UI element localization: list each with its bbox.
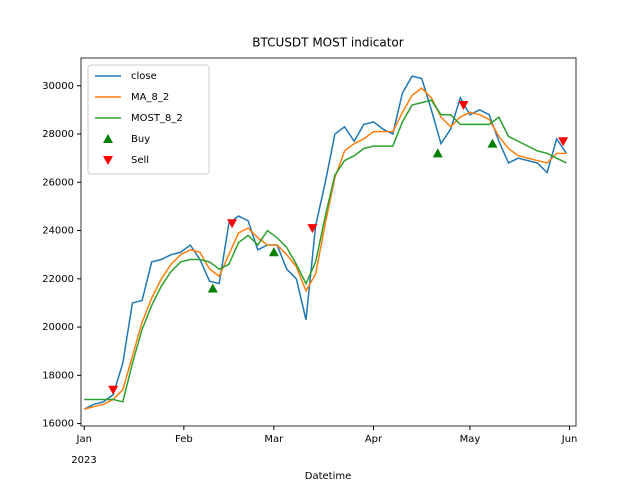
signal-marker <box>108 385 119 395</box>
x-tick-label: Feb <box>175 434 193 445</box>
x-tick-label: Jan <box>76 434 92 445</box>
signal-marker <box>207 283 218 293</box>
y-tick-label: 24000 <box>42 226 74 237</box>
signal-marker <box>307 224 318 234</box>
y-tick-label: 30000 <box>42 81 74 92</box>
signal-marker <box>487 138 498 148</box>
signal-marker <box>268 247 279 257</box>
y-tick-label: 16000 <box>42 419 74 430</box>
plot-area <box>83 75 569 410</box>
x-tick-label: May <box>460 434 481 445</box>
legend-box <box>87 64 210 175</box>
x-tick-label: Apr <box>365 434 383 445</box>
chart-title: BTCUSDT MOST indicator <box>252 36 403 50</box>
y-tick-label: 28000 <box>42 129 74 140</box>
x-offset-label: 2023 <box>71 455 96 466</box>
y-tick-label: 20000 <box>42 322 74 333</box>
series-line <box>83 75 567 410</box>
signal-marker <box>227 219 238 229</box>
y-tick-label: 18000 <box>42 370 74 381</box>
y-tick-label: 26000 <box>42 177 74 188</box>
legend-label: MOST_8_2 <box>131 113 183 124</box>
series-line <box>84 87 567 410</box>
plot-frame <box>80 57 577 427</box>
legend-label: Sell <box>131 155 149 166</box>
legend-label: MA_8_2 <box>131 92 169 103</box>
x-tick-label: Jun <box>561 434 578 445</box>
y-tick-label: 22000 <box>42 274 74 285</box>
signal-marker <box>432 148 443 158</box>
legend-marker <box>103 134 113 143</box>
x-tick-label: Mar <box>264 434 284 445</box>
signal-marker <box>458 101 469 111</box>
legend-label: close <box>131 71 157 82</box>
legend-marker <box>103 156 113 165</box>
series-line <box>84 99 567 403</box>
legend-label: Buy <box>131 134 150 145</box>
signal-marker <box>558 137 569 147</box>
x-axis-label: Datetime <box>305 471 352 480</box>
